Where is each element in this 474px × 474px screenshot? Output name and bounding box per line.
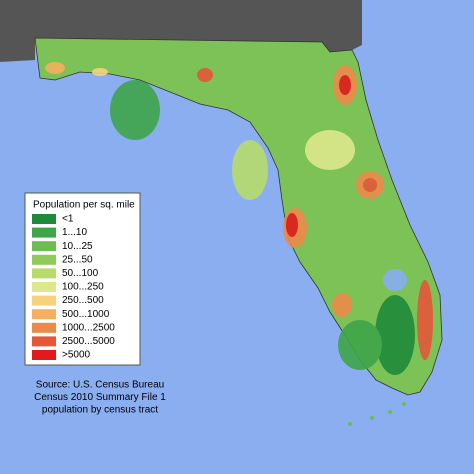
area	[332, 293, 352, 317]
neighbor-states	[0, 0, 362, 62]
legend-swatch	[32, 227, 56, 238]
area	[92, 68, 108, 76]
legend-items: <1 1...10 10...25 25...50 50...100 100...250 2…	[32, 214, 115, 361]
area	[305, 130, 355, 170]
legend-label: 2500...5000	[62, 336, 115, 347]
legend-swatch	[32, 322, 56, 333]
lake	[383, 269, 407, 291]
legend-label: 1000...2500	[62, 322, 115, 333]
legend-swatch	[32, 214, 56, 224]
area	[363, 178, 377, 192]
legend-swatch	[32, 336, 56, 347]
legend-swatch	[32, 350, 56, 360]
legend-swatch	[32, 282, 56, 292]
legend-swatch	[32, 309, 56, 320]
area	[339, 75, 351, 95]
legend-label: 500...1000	[62, 309, 110, 320]
island	[370, 416, 374, 420]
area	[232, 140, 268, 200]
density-areas	[45, 62, 433, 375]
legend-label: <1	[62, 214, 74, 225]
legend-label: 25...50	[62, 254, 93, 265]
legend-swatch	[32, 268, 56, 279]
legend-label: 1...10	[62, 227, 87, 238]
source-line: Census 2010 Summary File 1	[34, 392, 166, 403]
legend-label: >5000	[62, 350, 91, 361]
island	[388, 410, 392, 414]
area	[45, 62, 65, 74]
area	[417, 280, 433, 360]
legend-title: Population per sq. mile	[33, 200, 135, 211]
area	[197, 68, 213, 82]
legend-label: 100...250	[62, 282, 104, 293]
legend-swatch	[32, 295, 56, 306]
area	[338, 320, 382, 370]
area	[286, 213, 298, 237]
legend-label: 50...100	[62, 268, 99, 279]
legend-swatch	[32, 254, 56, 265]
legend-label: 250...500	[62, 295, 104, 306]
island	[348, 422, 352, 426]
keys	[348, 402, 406, 426]
legend-swatch	[32, 241, 56, 252]
area	[110, 80, 160, 140]
legend-label: 10...25	[62, 241, 93, 252]
island	[402, 402, 406, 406]
source-line: Source: U.S. Census Bureau	[36, 380, 164, 391]
area	[375, 295, 415, 375]
source-line: population by census tract	[42, 405, 158, 416]
